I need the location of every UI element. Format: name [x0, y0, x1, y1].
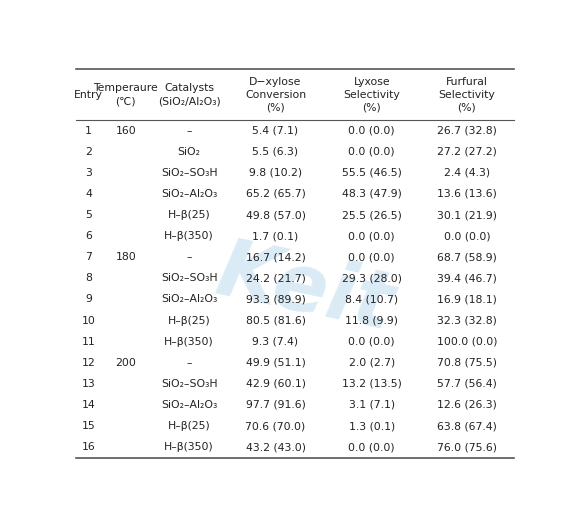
Text: H–β(25): H–β(25)	[168, 316, 210, 326]
Text: 49.9 (51.1): 49.9 (51.1)	[245, 358, 305, 368]
Text: 9.3 (7.4): 9.3 (7.4)	[252, 337, 298, 347]
Text: 180: 180	[115, 252, 136, 262]
Text: 43.2 (43.0): 43.2 (43.0)	[245, 442, 305, 452]
Text: H–β(25): H–β(25)	[168, 421, 210, 431]
Text: Entry: Entry	[74, 90, 103, 100]
Text: 6: 6	[85, 231, 92, 241]
Text: 12.6 (26.3): 12.6 (26.3)	[437, 400, 497, 410]
Text: 8: 8	[85, 274, 92, 284]
Text: 49.8 (57.0): 49.8 (57.0)	[245, 210, 305, 220]
Text: 16: 16	[82, 442, 96, 452]
Text: 68.7 (58.9): 68.7 (58.9)	[437, 252, 497, 262]
Text: SiO₂–SO₃H: SiO₂–SO₃H	[161, 379, 217, 389]
Text: 0.0 (0.0): 0.0 (0.0)	[348, 125, 395, 135]
Text: Furfural
Selectivity
(%): Furfural Selectivity (%)	[438, 77, 495, 112]
Text: SiO₂: SiO₂	[177, 147, 200, 157]
Text: 93.3 (89.9): 93.3 (89.9)	[245, 295, 305, 305]
Text: 42.9 (60.1): 42.9 (60.1)	[245, 379, 305, 389]
Text: 32.3 (32.8): 32.3 (32.8)	[437, 316, 497, 326]
Text: 13.2 (13.5): 13.2 (13.5)	[342, 379, 401, 389]
Text: SiO₂–Al₂O₃: SiO₂–Al₂O₃	[161, 295, 217, 305]
Text: 0.0 (0.0): 0.0 (0.0)	[348, 442, 395, 452]
Text: Keit: Keit	[209, 234, 400, 347]
Text: SiO₂–SO₃H: SiO₂–SO₃H	[161, 168, 217, 178]
Text: 13.6 (13.6): 13.6 (13.6)	[437, 189, 497, 199]
Text: 14: 14	[82, 400, 96, 410]
Text: –: –	[187, 125, 192, 135]
Text: 70.8 (75.5): 70.8 (75.5)	[437, 358, 497, 368]
Text: H–β(350): H–β(350)	[164, 337, 214, 347]
Text: 30.1 (21.9): 30.1 (21.9)	[437, 210, 497, 220]
Text: SiO₂–Al₂O₃: SiO₂–Al₂O₃	[161, 189, 217, 199]
Text: 9.8 (10.2): 9.8 (10.2)	[249, 168, 302, 178]
Text: 100.0 (0.0): 100.0 (0.0)	[437, 337, 497, 347]
Text: 200: 200	[115, 358, 136, 368]
Text: 5: 5	[85, 210, 92, 220]
Text: 1.3 (0.1): 1.3 (0.1)	[348, 421, 395, 431]
Text: –: –	[187, 252, 192, 262]
Text: 25.5 (26.5): 25.5 (26.5)	[342, 210, 401, 220]
Text: 13: 13	[82, 379, 96, 389]
Text: 5.5 (6.3): 5.5 (6.3)	[252, 147, 298, 157]
Text: 7: 7	[85, 252, 92, 262]
Text: 10: 10	[82, 316, 96, 326]
Text: D−xylose
Conversion
(%): D−xylose Conversion (%)	[245, 77, 306, 112]
Text: 2: 2	[85, 147, 92, 157]
Text: 12: 12	[82, 358, 96, 368]
Text: H–β(350): H–β(350)	[164, 442, 214, 452]
Text: SiO₂–SO₃H: SiO₂–SO₃H	[161, 274, 217, 284]
Text: 1.7 (0.1): 1.7 (0.1)	[252, 231, 298, 241]
Text: 4: 4	[85, 189, 92, 199]
Text: 8.4 (10.7): 8.4 (10.7)	[345, 295, 399, 305]
Text: 11.8 (9.9): 11.8 (9.9)	[345, 316, 398, 326]
Text: 63.8 (67.4): 63.8 (67.4)	[437, 421, 497, 431]
Text: 3: 3	[85, 168, 92, 178]
Text: 15: 15	[82, 421, 96, 431]
Text: 0.0 (0.0): 0.0 (0.0)	[348, 147, 395, 157]
Text: 27.2 (27.2): 27.2 (27.2)	[437, 147, 497, 157]
Text: 26.7 (32.8): 26.7 (32.8)	[437, 125, 497, 135]
Text: 48.3 (47.9): 48.3 (47.9)	[342, 189, 401, 199]
Text: 0.0 (0.0): 0.0 (0.0)	[348, 337, 395, 347]
Text: 9: 9	[85, 295, 92, 305]
Text: 76.0 (75.6): 76.0 (75.6)	[437, 442, 497, 452]
Text: Catalysts
(SiO₂/Al₂O₃): Catalysts (SiO₂/Al₂O₃)	[158, 83, 221, 106]
Text: H–β(25): H–β(25)	[168, 210, 210, 220]
Text: 1: 1	[85, 125, 92, 135]
Text: Temperaure
(℃): Temperaure (℃)	[93, 83, 158, 106]
Text: H–β(350): H–β(350)	[164, 231, 214, 241]
Text: SiO₂–Al₂O₃: SiO₂–Al₂O₃	[161, 400, 217, 410]
Text: 80.5 (81.6): 80.5 (81.6)	[245, 316, 305, 326]
Text: 16.7 (14.2): 16.7 (14.2)	[245, 252, 305, 262]
Text: 55.5 (46.5): 55.5 (46.5)	[342, 168, 401, 178]
Text: 0.0 (0.0): 0.0 (0.0)	[444, 231, 490, 241]
Text: 29.3 (28.0): 29.3 (28.0)	[342, 274, 401, 284]
Text: 2.4 (4.3): 2.4 (4.3)	[444, 168, 490, 178]
Text: 2.0 (2.7): 2.0 (2.7)	[348, 358, 395, 368]
Text: –: –	[187, 358, 192, 368]
Text: 0.0 (0.0): 0.0 (0.0)	[348, 231, 395, 241]
Text: 57.7 (56.4): 57.7 (56.4)	[437, 379, 497, 389]
Text: 5.4 (7.1): 5.4 (7.1)	[252, 125, 298, 135]
Text: 39.4 (46.7): 39.4 (46.7)	[437, 274, 497, 284]
Text: 70.6 (70.0): 70.6 (70.0)	[245, 421, 306, 431]
Text: 160: 160	[115, 125, 136, 135]
Text: 11: 11	[82, 337, 96, 347]
Text: 97.7 (91.6): 97.7 (91.6)	[245, 400, 305, 410]
Text: 24.2 (21.7): 24.2 (21.7)	[245, 274, 305, 284]
Text: Lyxose
Selectivity
(%): Lyxose Selectivity (%)	[343, 77, 400, 112]
Text: 16.9 (18.1): 16.9 (18.1)	[437, 295, 497, 305]
Text: 65.2 (65.7): 65.2 (65.7)	[245, 189, 305, 199]
Text: 3.1 (7.1): 3.1 (7.1)	[348, 400, 395, 410]
Text: 0.0 (0.0): 0.0 (0.0)	[348, 252, 395, 262]
